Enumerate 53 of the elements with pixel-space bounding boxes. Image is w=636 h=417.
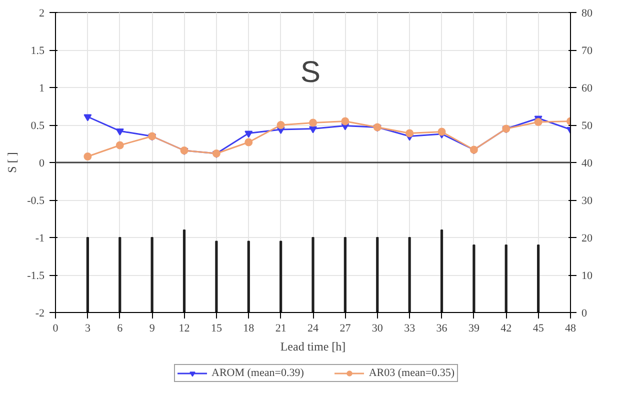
point [116,128,124,136]
x-tick-label: 45 [532,322,544,334]
x-tick-label: 18 [243,322,255,334]
y-tick-label: -2 [35,308,45,320]
x-tick-label: 48 [565,322,576,334]
point [84,114,92,122]
y2-tick-label: 80 [582,8,593,20]
annotation: S [300,56,321,89]
x-tick-label: 27 [340,322,352,334]
y-tick-label: 1 [39,82,44,94]
x-tick-label: 30 [372,322,384,334]
legend-label: AROM (mean=0.39) [212,367,304,379]
point [276,121,285,129]
point [534,118,542,126]
y-tick-label: 0.5 [30,120,45,132]
point [84,152,92,160]
x-tick-label: 15 [210,322,222,334]
x-tick-label: 12 [178,322,190,334]
y2-tick-label: 30 [582,195,593,207]
x-tick-label: 3 [84,322,91,334]
y2-tick-label: 0 [582,308,588,320]
y2-tick-label: 20 [582,232,593,244]
y2-tick-label: 40 [582,158,593,170]
legend-label: AR03 (mean=0.35) [368,367,454,379]
y-tick-label: -1.5 [27,270,45,282]
y-tick-label: -0.5 [27,195,45,207]
y2-tick-label: 50 [582,120,593,132]
x-tick-label: 0 [52,322,59,334]
x-tick-label: 36 [436,322,448,334]
x-tick-label: 24 [308,322,319,334]
y-tick-label: -1 [35,232,45,244]
point [244,130,253,138]
point [244,138,253,146]
y-tick-label: 0 [39,158,45,170]
y2-tick-label: 10 [582,270,593,282]
point [309,118,317,127]
point [406,129,414,138]
x-tick-label: 9 [149,322,156,334]
y2-tick-label: 70 [582,45,593,57]
y-tick-label: 2 [39,8,44,20]
point [309,126,317,134]
x-tick-label: 39 [468,322,480,334]
x-tick-label: 21 [275,322,286,334]
point [341,117,350,126]
x-tick-label: 42 [500,322,512,334]
x-tick-label: 33 [404,322,416,334]
point [438,128,446,136]
y-axis-title: S [ ] [5,152,20,173]
x-tick-label: 6 [117,322,124,334]
x-axis-title: Lead time [h] [280,340,346,354]
point [116,141,124,150]
y2-tick-label: 60 [582,82,593,94]
y-tick-label: 1.5 [30,45,45,57]
